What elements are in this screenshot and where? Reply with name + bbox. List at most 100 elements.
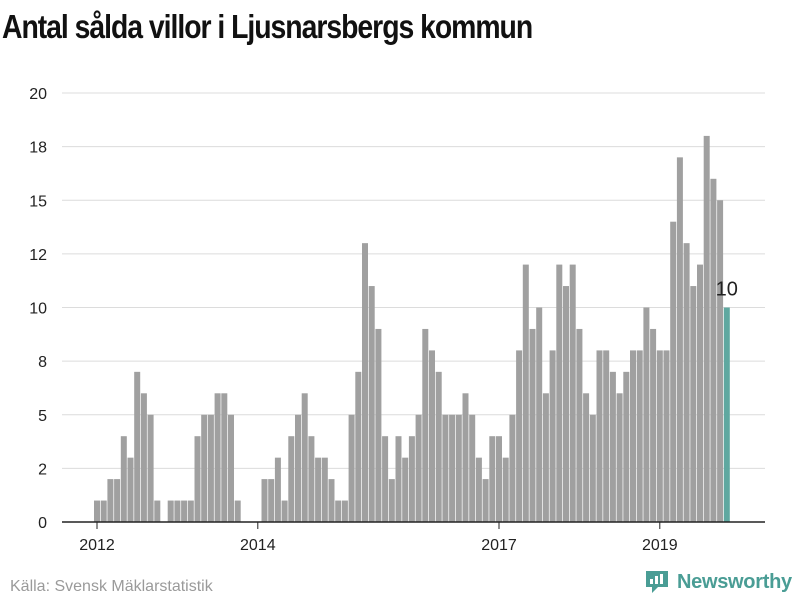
bar — [167, 500, 174, 522]
bar — [676, 157, 683, 522]
bar — [375, 328, 382, 522]
x-tick-label: 2012 — [79, 537, 115, 554]
bar — [670, 221, 677, 522]
highlighted-bar — [723, 307, 730, 522]
newsworthy-logo-icon — [646, 571, 668, 593]
bar — [181, 500, 188, 522]
bar — [395, 436, 402, 522]
x-tick-label: 2017 — [481, 537, 517, 554]
y-tick-label: 8 — [38, 354, 47, 371]
bar — [509, 414, 516, 522]
bar — [261, 479, 268, 522]
bar — [529, 328, 536, 522]
bar — [328, 479, 335, 522]
bar — [422, 328, 429, 522]
bar — [502, 457, 509, 522]
bar — [107, 479, 114, 522]
brand-name: Newsworthy — [677, 570, 792, 593]
bar — [656, 350, 663, 522]
bar — [442, 414, 449, 522]
bar — [449, 414, 456, 522]
bar — [348, 414, 355, 522]
bar — [596, 350, 603, 522]
bar — [174, 500, 181, 522]
bar — [281, 500, 288, 522]
y-tick-label: 18 — [29, 140, 47, 157]
bar — [435, 371, 442, 522]
bar — [583, 393, 590, 522]
bar — [274, 457, 281, 522]
y-axis-labels: 0 2 5 8 10 12 15 18 20 — [29, 86, 47, 532]
bar — [201, 414, 208, 522]
bar — [234, 500, 241, 522]
bar — [462, 393, 469, 522]
bar — [576, 328, 583, 522]
bar — [214, 393, 221, 522]
bar — [301, 393, 308, 522]
bar — [603, 350, 610, 522]
y-tick-label: 2 — [38, 461, 47, 478]
bar — [408, 436, 415, 522]
bar — [207, 414, 214, 522]
bar — [127, 457, 134, 522]
bar — [563, 286, 569, 522]
bar — [683, 243, 690, 522]
x-tick-label: 2019 — [642, 537, 678, 554]
bar — [368, 286, 375, 522]
bar — [690, 286, 697, 522]
bar — [100, 500, 107, 522]
bar — [630, 350, 636, 522]
y-tick-label: 5 — [38, 408, 47, 425]
bar — [636, 350, 643, 522]
bar — [94, 500, 100, 522]
bar — [556, 264, 563, 522]
bar — [616, 393, 623, 522]
bar — [697, 264, 703, 522]
bar — [315, 457, 322, 522]
bar — [663, 350, 670, 522]
bar — [536, 307, 543, 522]
bar — [341, 500, 348, 522]
highlight-value-label: 10 — [716, 279, 738, 301]
bar — [496, 436, 502, 522]
y-tick-label: 0 — [38, 515, 47, 532]
bar — [717, 200, 724, 522]
bar — [710, 178, 717, 523]
bar — [482, 479, 489, 522]
bar — [288, 436, 295, 522]
bar — [516, 350, 523, 522]
bar — [609, 371, 616, 522]
bar — [355, 371, 362, 522]
bar — [542, 393, 549, 522]
bar — [221, 393, 228, 522]
bar — [154, 500, 161, 522]
bar — [295, 414, 301, 522]
bar — [268, 479, 275, 522]
bar — [114, 479, 121, 522]
bar — [402, 457, 409, 522]
bar — [703, 135, 710, 522]
bar — [134, 371, 141, 522]
bar — [382, 436, 389, 522]
newsworthy-brand[interactable]: Newsworthy — [644, 569, 792, 595]
bar — [147, 414, 154, 522]
bar — [623, 371, 630, 522]
bar — [335, 500, 342, 522]
chart-title: Antal sålda villor i Ljusnarsbergs kommu… — [2, 8, 533, 45]
bar — [415, 414, 422, 522]
source-note: Källa: Svensk Mäklarstatistik — [10, 578, 213, 595]
bar — [522, 264, 529, 522]
bar — [429, 350, 435, 522]
bar — [362, 243, 368, 522]
bar — [455, 414, 462, 522]
bar — [187, 500, 194, 522]
bar — [228, 414, 234, 522]
bar — [489, 436, 496, 522]
y-tick-label: 20 — [29, 86, 47, 103]
y-tick-label: 12 — [29, 247, 47, 264]
bar — [388, 479, 395, 522]
bar — [194, 436, 201, 522]
bar — [549, 350, 556, 522]
bar — [469, 414, 476, 522]
bar — [321, 457, 328, 522]
